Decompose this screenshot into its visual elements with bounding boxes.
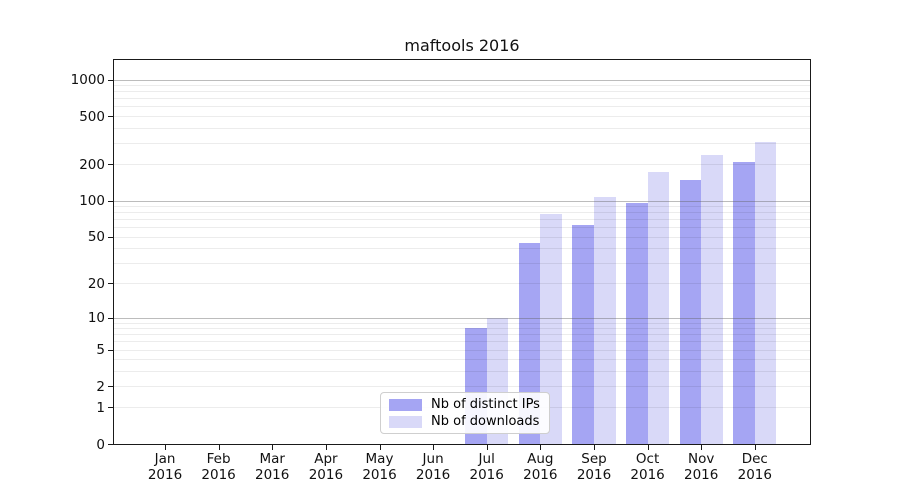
x-tick-mark: [272, 445, 274, 450]
gridline-minor: [114, 370, 810, 372]
gridline-minor: [114, 127, 810, 129]
y-tick-label: 1000: [70, 72, 105, 88]
legend-item-downloads: Nb of downloads: [389, 414, 541, 429]
y-tick-label: 2: [96, 378, 105, 395]
gridline-minor: [114, 106, 810, 108]
x-tick-mark: [594, 445, 595, 450]
legend-label-distinct-ips: Nb of distinct IPs: [431, 397, 540, 412]
bar-ips-sep: [572, 224, 594, 444]
x-tick-mark: [165, 445, 166, 450]
x-tick-mark: [218, 445, 220, 450]
y-tick-mark: [108, 200, 113, 202]
x-tick-label-dec: Dec 2016: [737, 451, 772, 483]
y-tick-label: 5: [96, 342, 105, 358]
x-tick-label-may: May 2016: [362, 451, 397, 483]
bar-ips-dec: [733, 161, 755, 444]
gridline-minor: [114, 212, 810, 214]
bar-downloads-oct: [647, 172, 670, 444]
plot-area: Nb of distinct IPs Nb of downloads: [113, 59, 811, 445]
gridline-minor: [114, 349, 810, 351]
gridline-minor: [114, 98, 810, 100]
gridlines-layer: [114, 60, 810, 444]
gridline-major: [114, 79, 810, 81]
legend-swatch-downloads: [389, 415, 422, 428]
gridline-minor: [114, 236, 810, 238]
y-tick-label: 50: [87, 229, 105, 246]
y-tick-mark: [108, 444, 113, 445]
x-tick-label-jan: Jan 2016: [147, 451, 183, 483]
bar-ips-nov: [679, 180, 702, 444]
gridline-minor: [114, 227, 810, 229]
gridline-minor: [114, 341, 810, 343]
y-tick-label: 500: [79, 108, 105, 125]
bar-downloads-nov: [701, 154, 723, 444]
legend-label-downloads: Nb of downloads: [431, 414, 540, 429]
x-tick-label-mar: Mar 2016: [255, 451, 290, 483]
legend: Nb of distinct IPs Nb of downloads: [380, 392, 550, 434]
bars-layer: [114, 60, 810, 444]
x-tick-label-aug: Aug 2016: [523, 451, 558, 483]
gridline-minor: [114, 322, 810, 324]
gridline-minor: [114, 142, 810, 144]
x-tick-mark: [540, 445, 542, 450]
y-tick-mark: [108, 79, 113, 81]
x-tick-mark: [433, 445, 435, 450]
y-tick-mark: [108, 349, 113, 351]
bar-downloads-aug: [540, 213, 562, 444]
y-tick-label: 200: [79, 156, 105, 173]
chart-title: maftools 2016: [404, 36, 520, 55]
x-tick-label-jun: Jun 2016: [415, 451, 451, 483]
x-tick-label-nov: Nov 2016: [684, 451, 719, 483]
gridline-minor: [114, 359, 810, 361]
bar-downloads-sep: [594, 196, 616, 444]
x-tick-mark: [701, 445, 703, 450]
gridline-major: [114, 200, 810, 202]
x-tick-mark: [379, 445, 381, 450]
bar-downloads-dec: [754, 142, 777, 444]
gridline-minor: [114, 283, 810, 285]
y-tick-mark: [108, 236, 113, 238]
gridline-minor: [114, 164, 810, 166]
y-tick-mark: [108, 317, 113, 319]
x-tick-mark: [647, 445, 649, 450]
y-tick-label: 100: [79, 193, 105, 209]
y-tick-mark: [108, 283, 113, 285]
gridline-minor: [114, 85, 810, 87]
legend-item-distinct-ips: Nb of distinct IPs: [389, 397, 541, 412]
y-tick-label: 20: [87, 275, 105, 292]
legend-swatch-distinct-ips: [389, 398, 422, 411]
x-tick-label-feb: Feb 2016: [201, 451, 236, 483]
x-tick-label-apr: Apr 2016: [308, 451, 344, 483]
x-tick-mark: [486, 445, 488, 450]
y-tick-mark: [108, 116, 113, 117]
y-tick-label: 0: [96, 436, 105, 453]
gridline-minor: [114, 219, 810, 221]
gridline-minor: [114, 248, 810, 250]
x-tick-label-sep: Sep 2016: [576, 451, 612, 483]
gridline-minor: [114, 116, 810, 117]
gridline-minor: [114, 262, 810, 264]
gridline-minor: [114, 206, 810, 207]
gridline-minor: [114, 386, 810, 387]
gridline-minor: [114, 328, 810, 330]
x-tick-label-oct: Oct 2016: [630, 451, 665, 483]
y-tick-mark: [108, 164, 113, 166]
gridline-minor: [114, 91, 810, 93]
y-tick-mark: [108, 386, 113, 387]
x-tick-mark: [754, 445, 756, 450]
y-tick-mark: [108, 407, 113, 409]
gridline-minor: [114, 334, 810, 336]
x-tick-label-jul: Jul 2016: [469, 451, 504, 483]
bar-ips-oct: [626, 203, 648, 444]
y-tick-label: 1: [96, 399, 105, 416]
y-tick-label: 10: [87, 310, 105, 326]
gridline-major: [114, 317, 810, 319]
x-tick-mark: [325, 445, 327, 450]
